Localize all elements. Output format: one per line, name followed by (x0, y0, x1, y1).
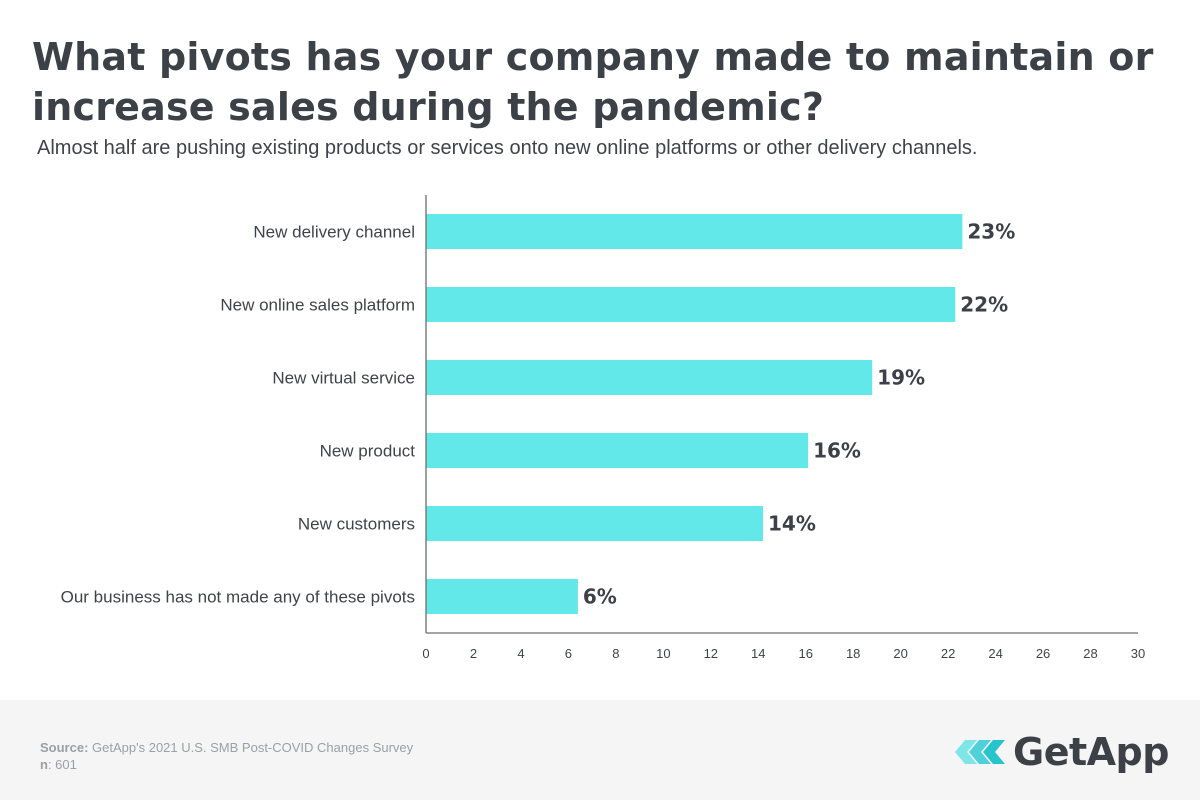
sample-size-note: n: 601 (40, 757, 77, 772)
category-label-our-business-has-not-made-any-of-these-pivots: Our business has not made any of these p… (61, 588, 415, 607)
chart-title: What pivots has your company made to mai… (32, 35, 1154, 129)
x-tick-label-10: 10 (656, 646, 670, 661)
category-label-new-online-sales-platform: New online sales platform (220, 296, 415, 315)
data-label-new-online-sales-platform: 22% (960, 293, 1008, 317)
x-tick-label-16: 16 (798, 646, 812, 661)
x-tick-label-28: 28 (1083, 646, 1097, 661)
bar-new-online-sales-platform (426, 287, 956, 322)
source-text: GetApp's 2021 U.S. SMB Post-COVID Change… (92, 740, 414, 755)
footer: Source: GetApp's 2021 U.S. SMB Post-COVI… (0, 700, 1200, 800)
category-label-new-product: New product (320, 442, 416, 461)
x-tick-label-24: 24 (988, 646, 1002, 661)
bar-new-product (426, 433, 809, 468)
x-tick-label-18: 18 (846, 646, 860, 661)
getapp-logo: GetApp (955, 730, 1169, 774)
chart-subtitle: Almost half are pushing existing product… (37, 137, 978, 159)
x-tick-label-30: 30 (1131, 646, 1145, 661)
category-label-new-virtual-service: New virtual service (272, 369, 415, 388)
x-tick-label-4: 4 (517, 646, 524, 661)
x-tick-label-2: 2 (470, 646, 477, 661)
bar-new-customers (426, 506, 764, 541)
data-label-new-customers: 14% (768, 512, 816, 536)
getapp-chevrons-icon (955, 740, 1005, 764)
source-label: Source: (40, 740, 89, 755)
data-label-our-business-has-not-made-any-of-these-pivots: 6% (583, 585, 617, 609)
bar-chart: New delivery channel 23% New online sales … (61, 195, 1145, 661)
category-label-new-customers: New customers (298, 515, 415, 534)
x-tick-label-26: 26 (1036, 646, 1050, 661)
data-label-new-virtual-service: 19% (877, 366, 925, 390)
sample-size-text: : 601 (47, 757, 77, 772)
x-tick-label-6: 6 (565, 646, 572, 661)
sample-size-label: n (40, 757, 48, 772)
x-tick-label-20: 20 (893, 646, 907, 661)
bar-our-business-has-not-made-any-of-these-pivots (426, 579, 578, 614)
x-tick-label-22: 22 (941, 646, 955, 661)
bars-layer: New delivery channel 23% New online sales … (61, 214, 1015, 614)
x-tick-label-12: 12 (704, 646, 718, 661)
x-tick-label-8: 8 (612, 646, 619, 661)
source-note: Source: GetApp's 2021 U.S. SMB Post-COVI… (40, 740, 413, 755)
data-label-new-product: 16% (813, 439, 861, 463)
axis-layer: 0 2 4 6 8 10 12 14 16 18 20 22 24 26 28 30 (422, 195, 1145, 661)
logo-text: GetApp (1013, 730, 1169, 774)
bar-new-virtual-service (426, 360, 873, 395)
x-tick-label-14: 14 (751, 646, 765, 661)
x-tick-label-0: 0 (422, 646, 429, 661)
data-label-new-delivery-channel: 23% (967, 220, 1015, 244)
bar-new-delivery-channel (426, 214, 963, 249)
category-label-new-delivery-channel: New delivery channel (253, 223, 415, 242)
